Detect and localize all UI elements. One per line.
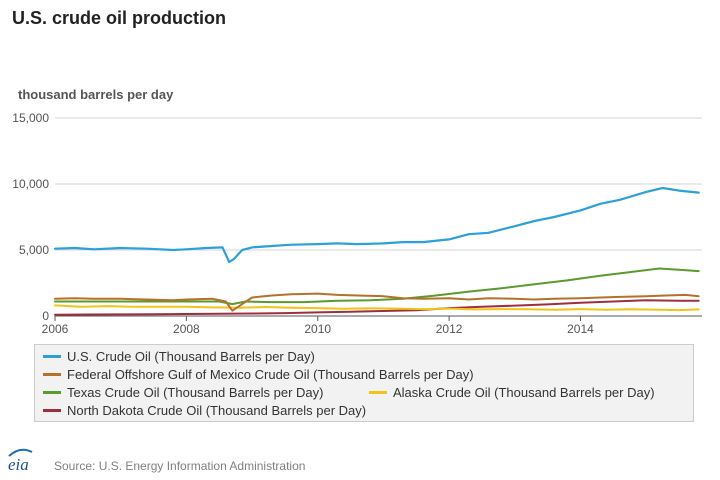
series-line-nd[interactable] (54, 299, 700, 316)
x-tick-label: 2012 (436, 322, 463, 336)
series-line-us[interactable] (53, 186, 700, 263)
legend-swatch-alaska (369, 391, 387, 394)
legend-swatch-nd (43, 409, 61, 412)
y-tick-label: 10,000 (12, 177, 49, 191)
legend-label-texas: Texas Crude Oil (Thousand Barrels per Da… (67, 385, 324, 400)
logo-text: eia (8, 455, 29, 474)
legend-label-alaska: Alaska Crude Oil (Thousand Barrels per D… (393, 385, 655, 400)
legend-item-us[interactable]: U.S. Crude Oil (Thousand Barrels per Day… (43, 349, 315, 364)
series-line-texas[interactable] (54, 267, 700, 306)
legend-swatch-texas (43, 391, 61, 394)
series-lines (53, 186, 700, 316)
legend-swatch-gom (43, 373, 61, 376)
legend-item-gom[interactable]: Federal Offshore Gulf of Mexico Crude Oi… (43, 367, 474, 382)
logo-swoosh (8, 448, 33, 457)
y-axis-label: thousand barrels per day (18, 87, 174, 102)
y-tick-label: 15,000 (12, 111, 49, 125)
legend-item-texas[interactable]: Texas Crude Oil (Thousand Barrels per Da… (43, 385, 324, 400)
legend-item-alaska[interactable]: Alaska Crude Oil (Thousand Barrels per D… (369, 385, 655, 400)
x-tick-label: 2010 (304, 322, 331, 336)
legend-label-gom: Federal Offshore Gulf of Mexico Crude Oi… (67, 367, 474, 382)
legend-label-us: U.S. Crude Oil (Thousand Barrels per Day… (67, 349, 315, 364)
eia-logo: eia (8, 448, 33, 474)
legend-label-nd: North Dakota Crude Oil (Thousand Barrels… (67, 403, 367, 418)
y-tick-label: 0 (42, 309, 49, 323)
legend-swatch-us (43, 355, 61, 358)
axes: 0 5,000 10,000 15,000 2006 2008 2010 2012 2014 (12, 111, 702, 336)
legend: U.S. Crude Oil (Thousand Barrels per Day… (34, 344, 694, 422)
x-tick-label: 2006 (42, 322, 69, 336)
legend-item-nd[interactable]: North Dakota Crude Oil (Thousand Barrels… (43, 403, 366, 418)
source-note: Source: U.S. Energy Information Administ… (54, 459, 306, 473)
y-tick-label: 5,000 (19, 243, 49, 257)
gridlines (55, 117, 702, 251)
x-tick-label: 2008 (173, 322, 200, 336)
chart-title: U.S. crude oil production (12, 8, 227, 28)
x-tick-label: 2014 (567, 322, 594, 336)
series-line-alaska[interactable] (54, 304, 700, 312)
series-line-gom[interactable] (54, 292, 700, 312)
